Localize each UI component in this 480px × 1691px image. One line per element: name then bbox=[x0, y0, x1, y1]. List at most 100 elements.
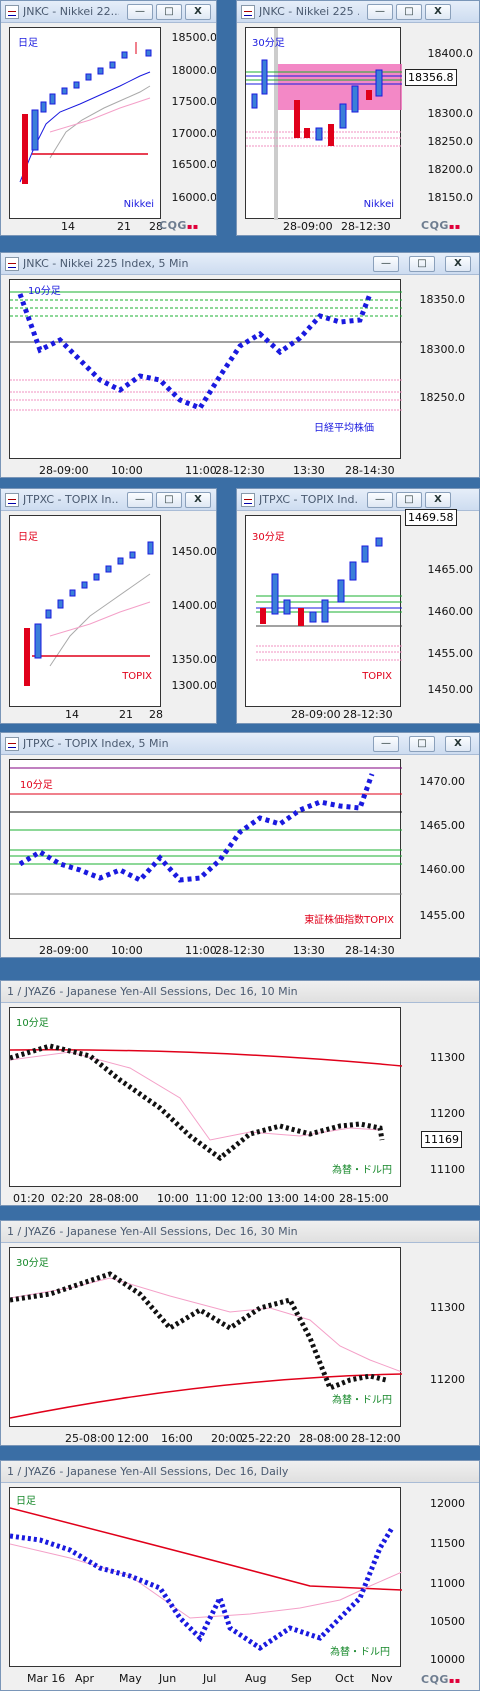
daily-candles bbox=[19, 42, 152, 184]
candles-30min bbox=[246, 28, 402, 220]
y-axis: 12000 11500 11000 10500 10000 bbox=[430, 1497, 465, 1666]
window-title: JNKC - Nikkei 225 ... bbox=[259, 5, 359, 18]
title-bar[interactable]: JTPXC - TOPIX In... — □ X bbox=[1, 489, 216, 511]
restore-button[interactable]: □ bbox=[156, 492, 182, 508]
y-tick: 16500.0 bbox=[171, 158, 217, 171]
window-title: JTPXC - TOPIX In... bbox=[23, 493, 119, 506]
index-label: 為替・ドル円 bbox=[332, 1165, 392, 1176]
y-tick: 18500.0 bbox=[171, 31, 217, 44]
chart-plot-area[interactable]: 30分足 Nikkei bbox=[245, 27, 402, 220]
x-axis: 28-09:00 10:00 11:00 28-12:30 13:30 28-1… bbox=[39, 464, 395, 477]
window-nikkei-30min[interactable]: JNKC - Nikkei 225 ... — □ X 30分足 Nikkei … bbox=[236, 0, 480, 236]
minimize-button[interactable]: — bbox=[373, 736, 399, 752]
title-bar[interactable]: 1 / JYAZ6 - Japanese Yen-All Sessions, D… bbox=[1, 1221, 479, 1243]
candles-10min bbox=[10, 1043, 402, 1162]
window-nikkei-5min[interactable]: JNKC - Nikkei 225 Index, 5 Min — □ X 10分… bbox=[0, 252, 480, 478]
x-axis: 14 21 28 bbox=[61, 220, 163, 233]
y-tick: 16000.0 bbox=[171, 191, 217, 204]
x-axis: 28-09:00 10:00 11:00 28-12:30 13:30 28-1… bbox=[39, 944, 395, 957]
candles-5min bbox=[10, 291, 402, 412]
window-title: 1 / JYAZ6 - Japanese Yen-All Sessions, D… bbox=[7, 1225, 298, 1238]
window-title: 1 / JYAZ6 - Japanese Yen-All Sessions, D… bbox=[7, 1465, 289, 1478]
minimize-button[interactable]: — bbox=[367, 4, 393, 20]
candles-30min bbox=[10, 1271, 402, 1419]
restore-button[interactable]: □ bbox=[409, 736, 435, 752]
window-title: 1 / JYAZ6 - Japanese Yen-All Sessions, D… bbox=[7, 985, 298, 998]
chart-app-icon bbox=[241, 493, 255, 507]
daily-candles bbox=[24, 541, 154, 686]
x-axis: Mar 16 Apr May Jun Jul Aug Sep Oct Nov bbox=[27, 1672, 393, 1685]
minimize-button[interactable]: — bbox=[373, 256, 399, 272]
title-bar[interactable]: JNKC - Nikkei 22... — □ X bbox=[1, 1, 216, 23]
title-bar[interactable]: 1 / JYAZ6 - Japanese Yen-All Sessions, D… bbox=[1, 1461, 479, 1483]
window-title: JTPXC - TOPIX Index, 5 Min bbox=[23, 737, 169, 750]
y-axis: 1465.00 1460.00 1455.00 1450.00 bbox=[427, 563, 474, 696]
restore-button[interactable]: □ bbox=[156, 4, 182, 20]
period-label: 日足 bbox=[18, 38, 38, 49]
title-bar[interactable]: JTPXC - TOPIX Ind... — □ X bbox=[237, 489, 479, 511]
index-label: 東証株価指数TOPIX bbox=[304, 915, 394, 926]
chart-plot-area[interactable]: 日足 為替・ドル円 bbox=[9, 1487, 402, 1667]
index-label: 為替・ドル円 bbox=[330, 1647, 390, 1658]
chart-plot-area[interactable]: 30分足 為替・ドル円 bbox=[9, 1247, 402, 1427]
window-topix-daily[interactable]: JTPXC - TOPIX In... — □ X 日足 TOPIX 1450.… bbox=[0, 488, 217, 724]
window-yen-10min[interactable]: 1 / JYAZ6 - Japanese Yen-All Sessions, D… bbox=[0, 980, 480, 1206]
chart-app-icon bbox=[241, 5, 255, 19]
close-button[interactable]: X bbox=[185, 4, 211, 20]
title-bar[interactable]: 1 / JYAZ6 - Japanese Yen-All Sessions, D… bbox=[1, 981, 479, 1003]
period-label: 10分足 bbox=[28, 286, 61, 297]
x-axis: 14 21 28 bbox=[65, 708, 163, 721]
period-label: 30分足 bbox=[252, 532, 285, 543]
cqg-logo: CQG▪▪ bbox=[421, 1673, 461, 1686]
index-label: 日経平均株価 bbox=[314, 423, 374, 434]
chart-app-icon bbox=[5, 5, 19, 19]
y-axis: 1470.00 1465.00 1460.00 1455.00 bbox=[419, 775, 466, 922]
title-bar[interactable]: JNKC - Nikkei 225 Index, 5 Min — □ X bbox=[1, 253, 479, 275]
restore-button[interactable]: □ bbox=[396, 4, 422, 20]
window-title: JNKC - Nikkei 22... bbox=[23, 5, 119, 18]
title-bar[interactable]: JNKC - Nikkei 225 ... — □ X bbox=[237, 1, 479, 23]
minimize-button[interactable]: — bbox=[127, 492, 153, 508]
x-axis: 28-09:00 28-12:30 bbox=[283, 220, 391, 233]
period-label: 10分足 bbox=[20, 780, 53, 791]
chart-plot-area[interactable]: 10分足 東証株価指数TOPIX bbox=[9, 759, 402, 939]
period-label: 30分足 bbox=[16, 1258, 49, 1269]
restore-button[interactable]: □ bbox=[396, 492, 422, 508]
title-bar[interactable]: JTPXC - TOPIX Index, 5 Min — □ X bbox=[1, 733, 479, 755]
x-axis: 28-09:00 28-12:30 bbox=[291, 708, 393, 721]
daily-candles bbox=[10, 1507, 402, 1652]
chart-plot-area[interactable]: 日足 TOPIX bbox=[9, 515, 161, 707]
close-button[interactable]: X bbox=[425, 4, 451, 20]
index-label: TOPIX bbox=[122, 671, 152, 682]
close-button[interactable]: X bbox=[425, 492, 451, 508]
window-yen-30min[interactable]: 1 / JYAZ6 - Japanese Yen-All Sessions, D… bbox=[0, 1220, 480, 1446]
chart-plot-area[interactable]: 30分足 TOPIX bbox=[245, 515, 402, 707]
index-label: TOPIX bbox=[362, 671, 392, 682]
cqg-logo: CQG▪▪ bbox=[159, 219, 199, 232]
y-axis: 1450.00 1400.00 1350.00 1300.00 bbox=[171, 545, 217, 692]
close-button[interactable]: X bbox=[185, 492, 211, 508]
minimize-button[interactable]: — bbox=[127, 4, 153, 20]
window-nikkei-daily[interactable]: JNKC - Nikkei 22... — □ X 日足 Nikkei 1850… bbox=[0, 0, 217, 236]
y-axis: 11300 11200 11100 bbox=[430, 1051, 465, 1176]
period-label: 30分足 bbox=[252, 38, 285, 49]
chart-plot-area[interactable]: 日足 Nikkei bbox=[9, 27, 161, 219]
period-label: 10分足 bbox=[16, 1018, 49, 1029]
y-tick: 17000.0 bbox=[171, 127, 217, 140]
close-button[interactable]: X bbox=[445, 256, 471, 272]
period-label: 日足 bbox=[16, 1496, 36, 1507]
window-yen-daily[interactable]: 1 / JYAZ6 - Japanese Yen-All Sessions, D… bbox=[0, 1460, 480, 1691]
period-label: 日足 bbox=[18, 532, 38, 543]
restore-button[interactable]: □ bbox=[409, 256, 435, 272]
window-title: JTPXC - TOPIX Ind... bbox=[259, 493, 359, 506]
window-topix-5min[interactable]: JTPXC - TOPIX Index, 5 Min — □ X 10分足 東証… bbox=[0, 732, 480, 958]
minimize-button[interactable]: — bbox=[367, 492, 393, 508]
window-topix-30min[interactable]: JTPXC - TOPIX Ind... — □ X 30分足 TOPIX 14… bbox=[236, 488, 480, 724]
close-button[interactable]: X bbox=[445, 736, 471, 752]
y-axis: 18350.0 18300.0 18250.0 bbox=[419, 293, 466, 404]
chart-plot-area[interactable]: 10分足 日経平均株価 bbox=[9, 279, 402, 459]
candles-5min bbox=[10, 767, 402, 895]
last-price-box: 1469.58 bbox=[405, 509, 457, 526]
y-axis: 11300 11200 bbox=[430, 1301, 465, 1386]
chart-plot-area[interactable]: 10分足 為替・ドル円 bbox=[9, 1007, 402, 1187]
